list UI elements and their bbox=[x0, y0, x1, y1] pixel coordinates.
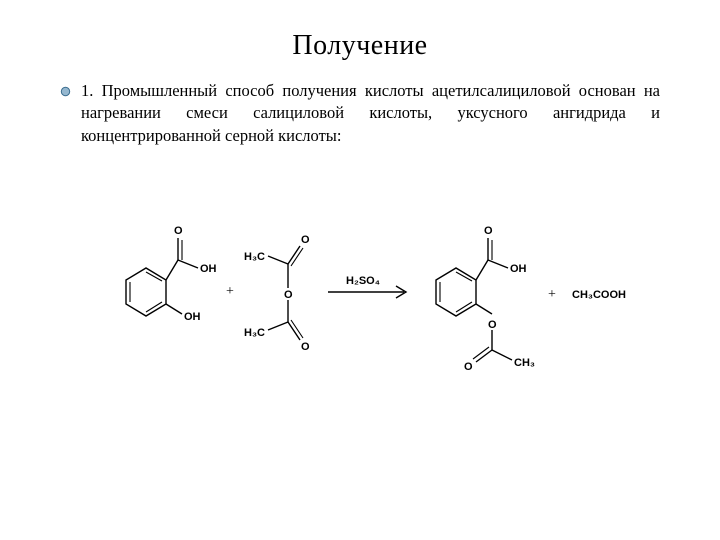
bullet-text: 1. Промышленный способ получения кислоты… bbox=[81, 80, 660, 147]
aspirin-structure: O OH O O CH₃ bbox=[436, 225, 535, 373]
bullet-dot-icon bbox=[60, 86, 71, 97]
label-oh-3: OH bbox=[510, 263, 527, 275]
label-o-5: O bbox=[484, 225, 493, 237]
body-text-block: 1. Промышленный способ получения кислоты… bbox=[60, 80, 660, 147]
plus-1: + bbox=[226, 284, 234, 299]
slide-title: Получение bbox=[60, 30, 660, 62]
catalyst-label: H₂SO₄ bbox=[346, 275, 380, 287]
label-oh-2: OH bbox=[184, 311, 201, 323]
slide: Получение 1. Промышленный способ получен… bbox=[0, 0, 720, 540]
label-o-2: O bbox=[301, 234, 310, 246]
acetic-anhydride-structure: H₃C O O O H₃C bbox=[244, 234, 310, 353]
label-oh: OH bbox=[200, 263, 217, 275]
label-h3c-top: H₃C bbox=[244, 251, 265, 263]
label-o: O bbox=[174, 225, 183, 237]
label-o-6: O bbox=[488, 319, 497, 331]
label-ch3: CH₃ bbox=[514, 357, 535, 369]
label-o-4: O bbox=[301, 341, 310, 353]
byproduct-label: CH₃COOH bbox=[572, 289, 626, 301]
bullet-row: 1. Промышленный способ получения кислоты… bbox=[60, 80, 660, 147]
plus-2: + bbox=[548, 287, 556, 302]
label-o-7: O bbox=[464, 361, 473, 373]
salicylic-acid-structure: O OH OH bbox=[126, 225, 217, 323]
reaction-arrow: H₂SO₄ bbox=[328, 275, 406, 298]
label-o-3: O bbox=[284, 289, 293, 301]
reaction-scheme: O OH OH + H₃C O O bbox=[96, 210, 656, 400]
label-h3c-bot: H₃C bbox=[244, 327, 265, 339]
